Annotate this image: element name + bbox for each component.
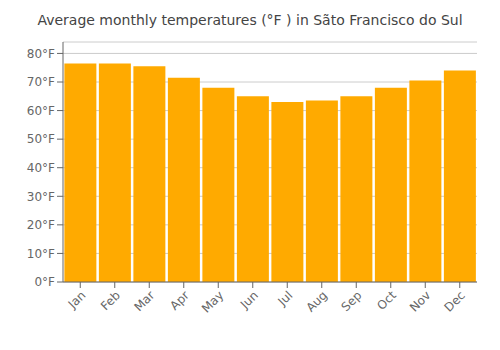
svg-text:60°F: 60°F [27,104,55,118]
svg-text:50°F: 50°F [27,132,55,146]
svg-text:Dec: Dec [442,288,468,314]
svg-text:Nov: Nov [407,288,433,314]
svg-text:Oct: Oct [374,288,399,313]
svg-text:Jun: Jun [237,288,261,312]
svg-text:Sep: Sep [338,288,364,314]
html-text:Average monthly temperatures (: Average monthly temperatures (°F ) in Sã… [37,12,463,28]
svg-text:10°F: 10°F [27,247,55,261]
svg-text:70°F: 70°F [27,75,55,89]
svg-text:Aug: Aug [303,288,329,314]
svg-text:Jul: Jul [275,288,296,309]
svg-text:30°F: 30°F [27,190,55,204]
svg-text:40°F: 40°F [27,161,55,175]
svg-text:Mar: Mar [131,288,157,314]
svg-text:May: May [199,288,226,315]
svg-text:Jan: Jan [65,288,89,312]
svg-text:20°F: 20°F [27,218,55,232]
svg-text:Feb: Feb [98,288,123,313]
svg-text:0°F: 0°F [34,275,55,289]
svg-text:80°F: 80°F [27,47,55,61]
svg-text:Apr: Apr [167,288,192,313]
